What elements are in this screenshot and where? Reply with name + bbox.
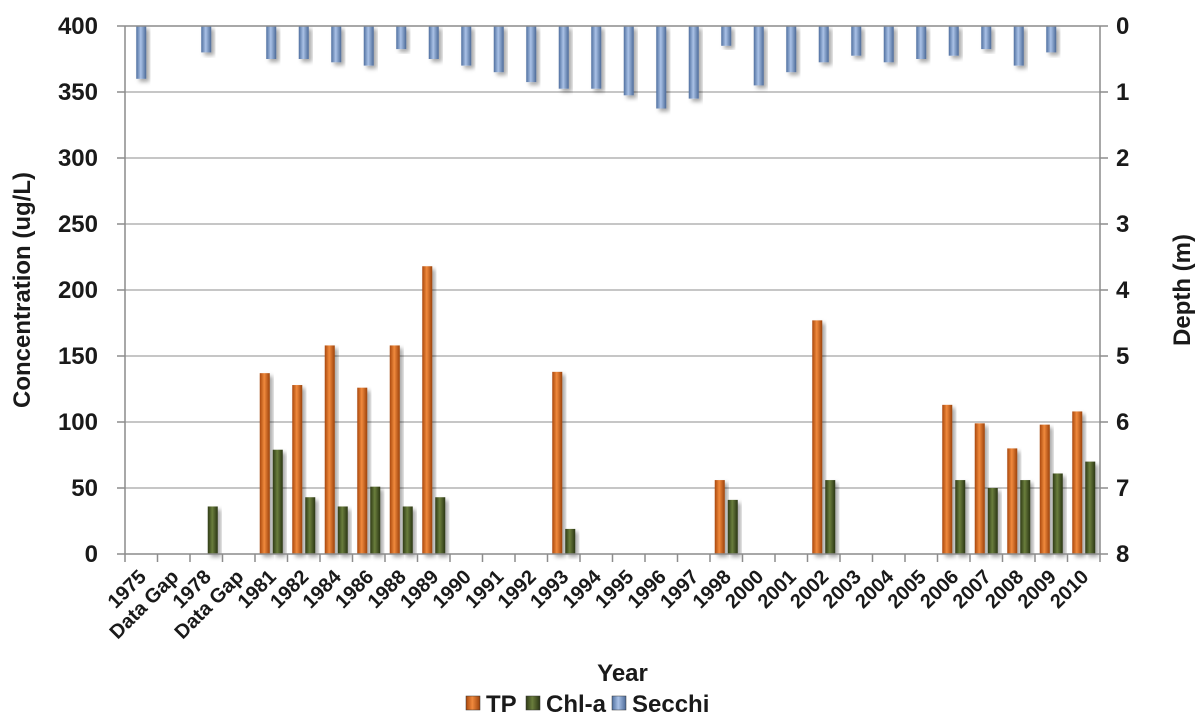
tp-bar [422, 266, 433, 554]
secchi-bar [591, 26, 602, 89]
chl-a-bar [207, 506, 218, 554]
legend: TP Chl-a Secchi [465, 691, 709, 718]
chl-a-bar [825, 480, 836, 554]
secchi-bar [298, 26, 309, 59]
secchi-bar [331, 26, 342, 63]
legend-label-chl-a: Chl-a [546, 691, 607, 718]
y2-tick-label: 0 [1116, 13, 1129, 40]
chl-a-bar [1085, 461, 1096, 554]
y2-axis-title: Depth (m) [1169, 234, 1196, 346]
y-tick-label: 300 [58, 145, 98, 172]
secchi-bar [428, 26, 439, 59]
y2-tick-label: 8 [1116, 541, 1129, 568]
secchi-bar [461, 26, 472, 66]
chl-a-bar [305, 497, 316, 554]
chl-a-bar [402, 506, 413, 554]
chl-a-bar [1052, 473, 1063, 554]
secchi-bar [136, 26, 147, 79]
secchi-bar [948, 26, 959, 56]
y-tick-label: 50 [71, 475, 98, 502]
y-tick-label: 100 [58, 409, 98, 436]
y-tick-label: 250 [58, 211, 98, 238]
legend-swatch-chl-a [525, 695, 541, 711]
y2-tick-label: 2 [1116, 145, 1129, 172]
chl-a-bar [337, 506, 348, 554]
chl-a-bar [370, 486, 381, 554]
y-tick-label: 0 [85, 541, 98, 568]
chl-a-bar [987, 488, 998, 554]
secchi-bar [558, 26, 569, 89]
y2-tick-label: 5 [1116, 343, 1129, 370]
tp-bar [389, 345, 400, 554]
x-axis-title: Year [597, 660, 648, 687]
tp-bar [552, 371, 563, 554]
y-tick-label: 200 [58, 277, 98, 304]
secchi-bar [981, 26, 992, 50]
y2-tick-label: 6 [1116, 409, 1129, 436]
secchi-bar [786, 26, 797, 73]
y2-tick-label: 1 [1116, 79, 1129, 106]
tp-bar [357, 387, 368, 554]
bars [136, 26, 1096, 554]
y-tick-label: 400 [58, 13, 98, 40]
y-tick-label: 150 [58, 343, 98, 370]
x-tick-label: 2010 [1046, 566, 1093, 613]
y2-tick-label: 3 [1116, 211, 1129, 238]
tp-bar [1007, 448, 1018, 554]
secchi-bar [721, 26, 732, 46]
tp-bar [324, 345, 335, 554]
secchi-bar [201, 26, 212, 53]
secchi-bar [1013, 26, 1024, 66]
chl-a-bar [565, 528, 576, 554]
secchi-bar [916, 26, 927, 59]
chl-a-bar [272, 449, 283, 554]
y-axis-title: Concentration (ug/L) [9, 172, 36, 408]
secchi-bar [363, 26, 374, 66]
tp-bar [1039, 424, 1050, 554]
secchi-bar [623, 26, 634, 96]
gridlines [125, 25, 1100, 489]
chl-a-bar [955, 480, 966, 554]
y2-tick-label: 4 [1116, 277, 1130, 304]
secchi-bar [656, 26, 667, 109]
chl-a-bar [1020, 480, 1031, 554]
legend-swatch-tp [465, 695, 481, 711]
tp-bar [1072, 411, 1083, 554]
secchi-bar [883, 26, 894, 63]
secchi-bar [526, 26, 537, 83]
secchi-bar [851, 26, 862, 56]
secchi-bar [493, 26, 504, 73]
legend-label-tp: TP [486, 691, 517, 718]
chl-a-bar [727, 499, 738, 554]
tp-bar [714, 480, 725, 554]
y2-tick-label: 7 [1116, 475, 1129, 502]
legend-label-secchi: Secchi [632, 691, 709, 718]
secchi-bar [266, 26, 277, 59]
secchi-bar [818, 26, 829, 63]
secchi-bar [753, 26, 764, 86]
tp-bar [812, 320, 823, 554]
chl-a-bar [435, 497, 446, 554]
secchi-bar [1046, 26, 1057, 53]
secchi-bar [396, 26, 407, 50]
tp-bar [259, 373, 270, 554]
tp-bar [942, 404, 953, 554]
tp-bar [292, 385, 303, 554]
tp-bar [974, 423, 985, 554]
legend-swatch-secchi [611, 695, 627, 711]
y-tick-label: 350 [58, 79, 98, 106]
secchi-bar [688, 26, 699, 99]
